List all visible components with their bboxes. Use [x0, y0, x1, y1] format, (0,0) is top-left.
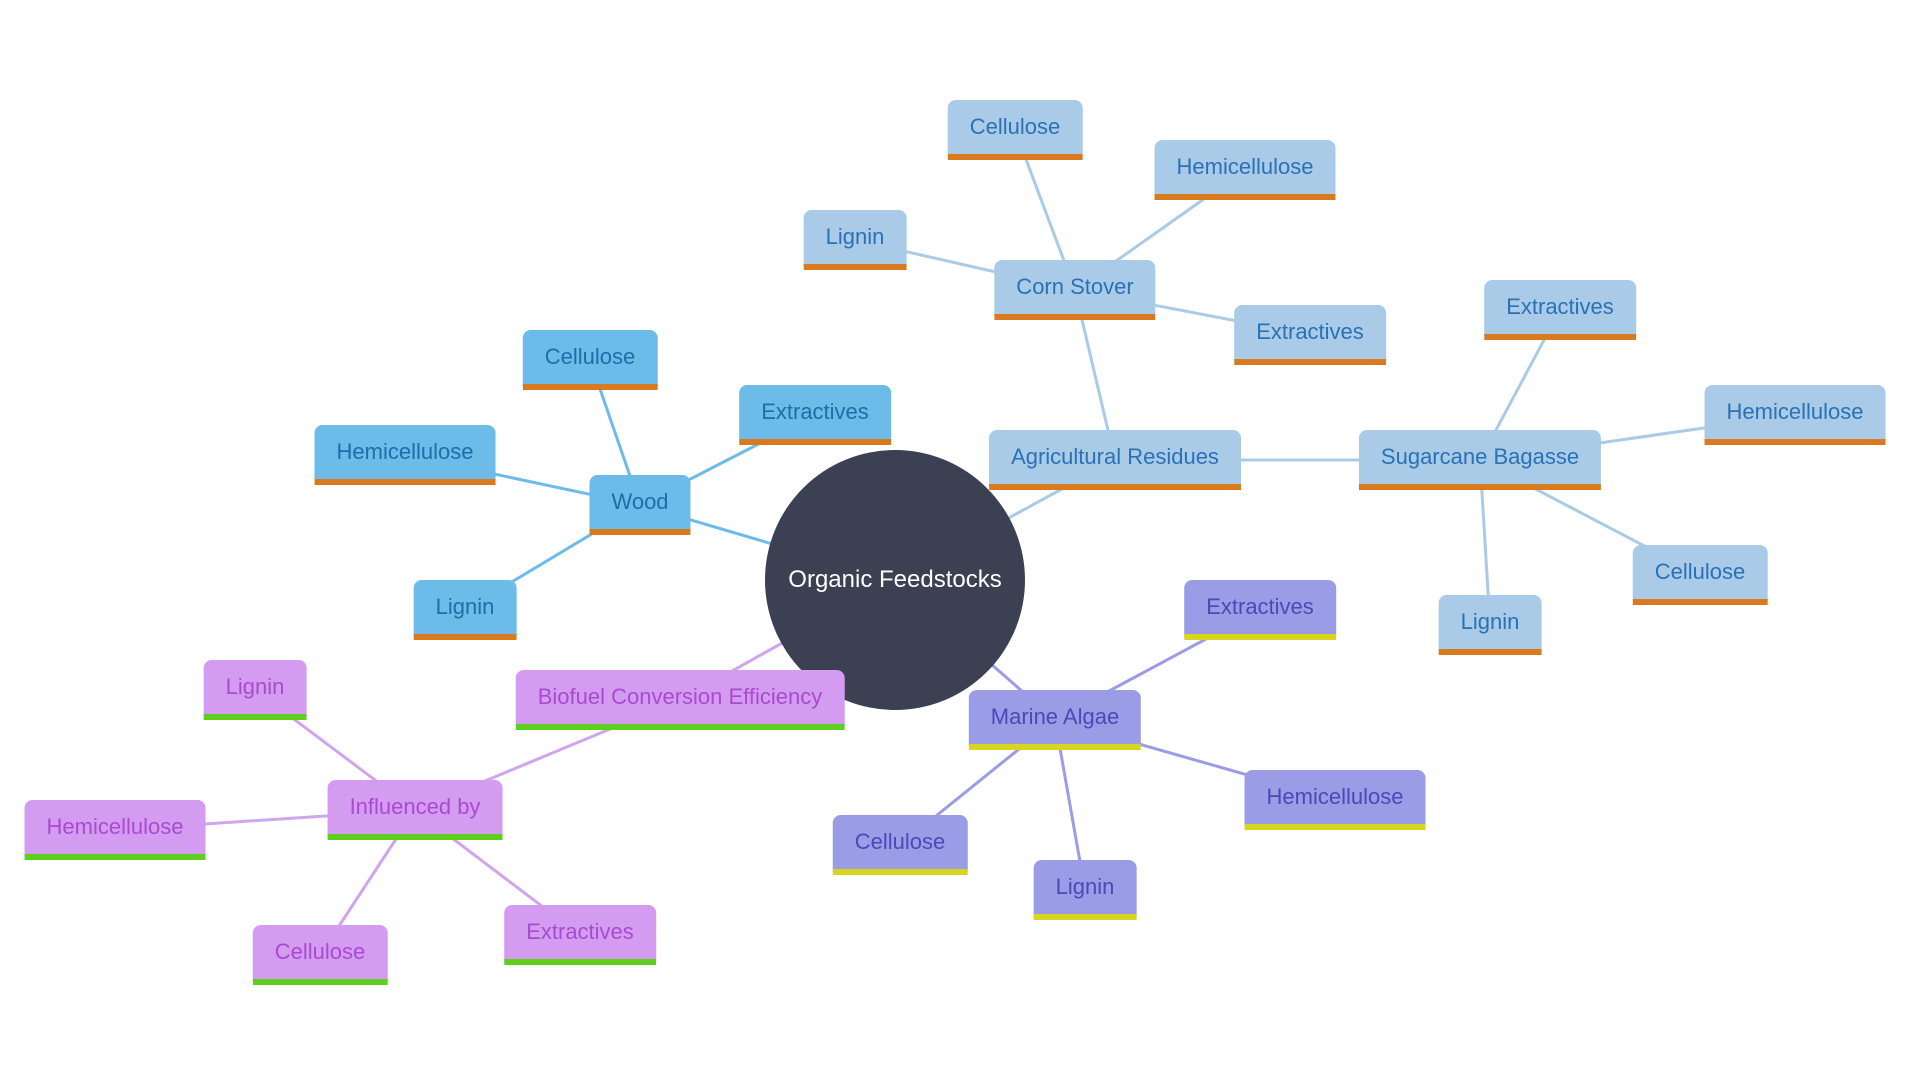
node-corn[interactable]: Corn Stover — [994, 260, 1155, 320]
node-algae-cellulose[interactable]: Cellulose — [833, 815, 968, 875]
node-influenced[interactable]: Influenced by — [328, 780, 503, 840]
node-algae-extractives[interactable]: Extractives — [1184, 580, 1336, 640]
node-sugar-cellulose[interactable]: Cellulose — [1633, 545, 1768, 605]
node-sugar-lignin[interactable]: Lignin — [1439, 595, 1542, 655]
node-agri[interactable]: Agricultural Residues — [989, 430, 1241, 490]
node-sugar-hemi[interactable]: Hemicellulose — [1705, 385, 1886, 445]
node-algae[interactable]: Marine Algae — [969, 690, 1141, 750]
node-infl-hemi[interactable]: Hemicellulose — [25, 800, 206, 860]
node-infl-lignin[interactable]: Lignin — [204, 660, 307, 720]
node-corn-hemi[interactable]: Hemicellulose — [1155, 140, 1336, 200]
node-sugar-extractives[interactable]: Extractives — [1484, 280, 1636, 340]
node-wood-hemi[interactable]: Hemicellulose — [315, 425, 496, 485]
node-sugarcane[interactable]: Sugarcane Bagasse — [1359, 430, 1601, 490]
node-corn-cellulose[interactable]: Cellulose — [948, 100, 1083, 160]
node-infl-cellulose[interactable]: Cellulose — [253, 925, 388, 985]
node-corn-lignin[interactable]: Lignin — [804, 210, 907, 270]
node-wood-lignin[interactable]: Lignin — [414, 580, 517, 640]
node-infl-extractives[interactable]: Extractives — [504, 905, 656, 965]
node-wood[interactable]: Wood — [589, 475, 690, 535]
node-wood-cellulose[interactable]: Cellulose — [523, 330, 658, 390]
node-biofuel[interactable]: Biofuel Conversion Efficiency — [516, 670, 845, 730]
node-algae-hemi[interactable]: Hemicellulose — [1245, 770, 1426, 830]
node-wood-extractives[interactable]: Extractives — [739, 385, 891, 445]
node-algae-lignin[interactable]: Lignin — [1034, 860, 1137, 920]
node-corn-extractives[interactable]: Extractives — [1234, 305, 1386, 365]
diagram-canvas: Organic FeedstocksWoodCelluloseHemicellu… — [0, 0, 1920, 1080]
